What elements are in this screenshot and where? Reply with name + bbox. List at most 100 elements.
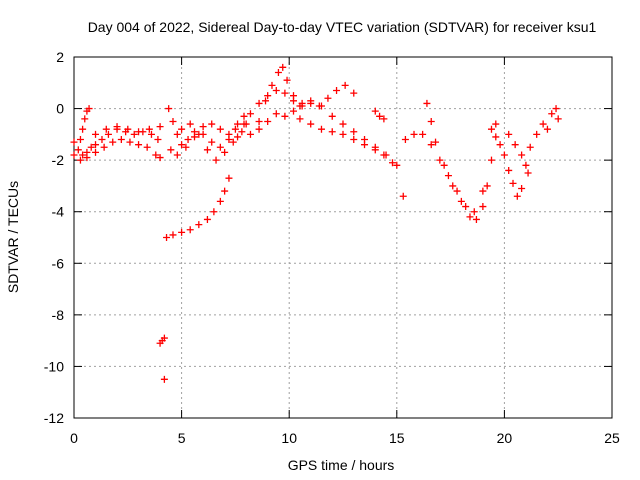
data-point (524, 169, 532, 177)
data-point (160, 334, 168, 342)
data-point (324, 94, 332, 102)
y-tick-label: -10 (44, 358, 64, 374)
data-point (283, 76, 291, 84)
data-point (279, 63, 287, 71)
data-point (169, 231, 177, 239)
data-point (124, 125, 132, 133)
data-point (457, 197, 465, 205)
data-point (401, 136, 409, 144)
data-point (163, 234, 171, 241)
data-point (511, 141, 519, 149)
data-point (371, 107, 379, 115)
data-point (178, 125, 186, 133)
data-point (238, 128, 246, 136)
data-point (156, 154, 164, 162)
data-points (70, 63, 562, 383)
data-point (272, 87, 280, 95)
data-point (427, 117, 435, 125)
data-point (264, 117, 272, 125)
data-point (216, 125, 224, 133)
data-point (76, 136, 84, 144)
data-point (246, 130, 254, 138)
data-point (145, 125, 153, 133)
series-small_cluster (371, 107, 388, 123)
data-point (156, 123, 164, 131)
x-tick-label: 20 (497, 430, 513, 446)
data-point (554, 115, 562, 123)
data-point (522, 161, 530, 169)
data-point (203, 146, 211, 154)
axis-ticks (73, 56, 613, 419)
data-point (427, 141, 435, 149)
data-point (234, 120, 242, 128)
series-afternoon_b (423, 99, 491, 223)
series-low_branch (163, 174, 233, 241)
data-point (210, 208, 218, 216)
data-point (229, 138, 237, 146)
data-point (419, 130, 427, 138)
data-point (274, 68, 282, 76)
data-point (505, 166, 513, 174)
data-point (240, 112, 248, 120)
x-tick-label: 25 (604, 430, 620, 446)
data-point (165, 105, 173, 113)
data-point (195, 221, 203, 229)
data-point (216, 197, 224, 205)
y-tick-label: -2 (52, 152, 65, 168)
plot-frame (73, 56, 613, 419)
series-decline_d (296, 115, 396, 167)
data-point (298, 99, 306, 107)
series-afternoon_a (401, 120, 500, 216)
data-point (152, 151, 160, 159)
data-point (350, 128, 358, 136)
data-point (81, 115, 89, 123)
data-point (423, 99, 431, 107)
data-point (492, 133, 500, 141)
data-point (195, 130, 203, 138)
data-point (100, 143, 108, 151)
data-point (74, 146, 82, 154)
data-point (221, 148, 229, 156)
x-tick-label: 15 (389, 430, 405, 446)
data-point (548, 110, 556, 118)
data-point (479, 187, 487, 195)
data-point (135, 141, 143, 149)
y-axis-label: SDTVAR / TECUs (5, 181, 21, 293)
data-point (135, 128, 143, 136)
data-point (109, 138, 117, 146)
series-late_rise (526, 105, 562, 151)
data-point (432, 138, 440, 146)
data-point (76, 156, 84, 164)
data-point (234, 133, 242, 141)
data-point (272, 110, 280, 118)
data-point (240, 120, 248, 128)
series-outlier_b (160, 375, 168, 383)
series-mid_cluster_c (178, 120, 250, 164)
chart-title: Day 004 of 2022, Sidereal Day-to-day VTE… (88, 19, 597, 35)
data-point (225, 174, 233, 182)
data-point (376, 112, 384, 120)
data-point (513, 192, 521, 200)
data-point (472, 215, 480, 223)
data-point (268, 81, 276, 89)
data-point (350, 136, 358, 144)
x-tick-label: 0 (70, 430, 78, 446)
data-point (167, 146, 175, 154)
data-point (393, 161, 401, 169)
data-point (281, 89, 289, 97)
data-point (178, 141, 186, 149)
series-peak_b (255, 63, 304, 125)
data-point (70, 138, 78, 146)
grid (74, 57, 612, 418)
data-point (436, 156, 444, 164)
series-outlier_a (156, 334, 168, 347)
data-point (290, 107, 298, 115)
series-early_band_b (70, 136, 164, 164)
data-point (317, 102, 325, 110)
data-point (208, 120, 216, 128)
data-point (203, 215, 211, 223)
data-point (104, 130, 112, 138)
series-decline_e (317, 102, 401, 169)
data-point (470, 208, 478, 216)
